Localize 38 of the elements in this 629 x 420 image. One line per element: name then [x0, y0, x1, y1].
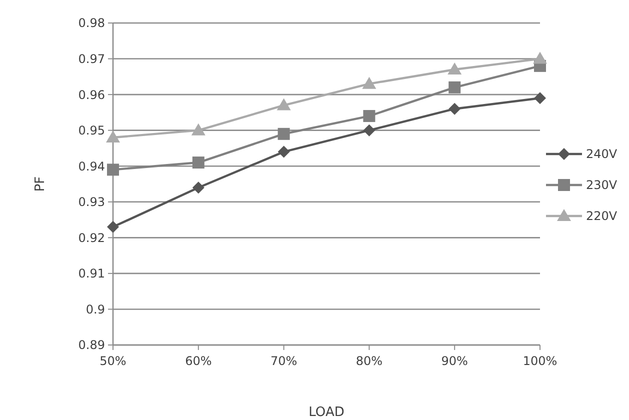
y-tick-label: 0.97: [78, 52, 105, 66]
y-tick-label: 0.92: [78, 230, 105, 245]
y-tick-label: 0.91: [78, 266, 105, 281]
x-tick-label: 70%: [270, 354, 298, 368]
point: [276, 98, 291, 110]
legend-label: 240V: [586, 147, 618, 162]
y-tick-label: 0.94: [78, 159, 105, 174]
point: [362, 76, 376, 89]
point: [363, 124, 376, 136]
point: [363, 110, 376, 122]
y-tick-label: 0.9: [86, 302, 105, 316]
y-tick-label: 0.89: [78, 338, 105, 352]
point: [106, 130, 120, 142]
point: [278, 146, 290, 158]
legend-label: 220V: [586, 209, 618, 224]
y-tick-label: 0.93: [78, 195, 105, 210]
point: [191, 123, 206, 136]
y-tick-label: 0.96: [78, 88, 105, 102]
x-tick-label: 50%: [100, 354, 126, 368]
y-tick-label: 0.98: [78, 16, 105, 30]
x-axis-title: LOAD: [308, 405, 344, 420]
point: [107, 220, 119, 233]
x-tick-label: 80%: [356, 354, 383, 368]
x-tick-label: 100%: [522, 354, 558, 368]
legend-label: 230V: [586, 178, 618, 192]
y-tick-label: 0.95: [78, 124, 105, 138]
point: [533, 52, 547, 64]
x-tick-label: 60%: [185, 354, 212, 368]
x-tick-label: 90%: [441, 354, 468, 368]
point: [192, 156, 204, 169]
point: [448, 62, 462, 75]
point: [107, 164, 119, 176]
point: [278, 128, 290, 140]
point: [448, 81, 461, 94]
point: [192, 182, 204, 194]
y-axis-title: PF: [33, 176, 48, 192]
point: [534, 92, 546, 104]
point: [448, 102, 461, 115]
